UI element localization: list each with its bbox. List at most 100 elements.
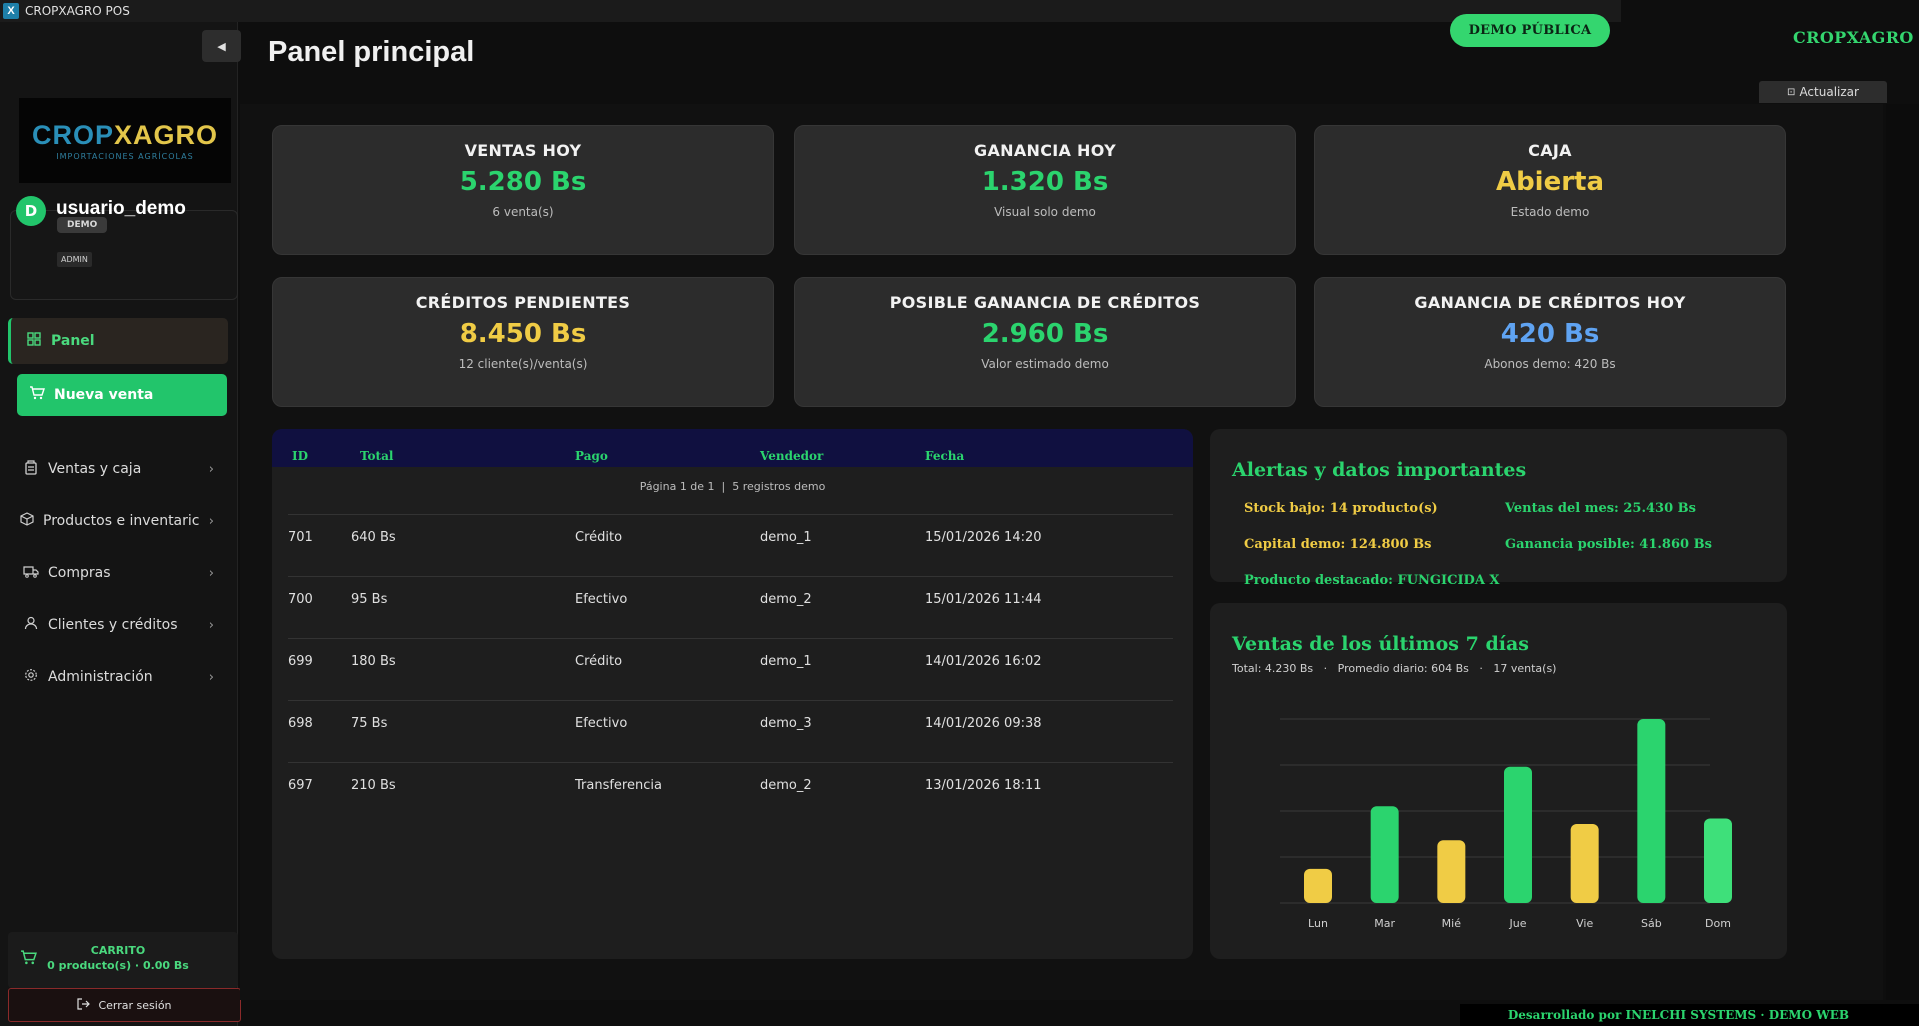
cart-title: CARRITO [90, 944, 146, 957]
cell-date: 13/01/2026 18:11 [925, 778, 1042, 793]
cart-summary[interactable]: CARRITO 0 producto(s) · 0.00 Bs [8, 932, 238, 988]
cell-payment: Crédito [575, 654, 623, 669]
table-header: ID Total Pago Vendedor Fecha [272, 429, 1193, 467]
alert-featured-product: Producto destacado: FUNGICIDA X [1244, 573, 1500, 588]
nav-item-purchases[interactable]: Compras › [8, 550, 228, 596]
kpi-label: GANANCIA HOY [974, 141, 1116, 160]
chart-bar[interactable] [1704, 818, 1732, 903]
cell-total: 210 Bs [351, 778, 396, 793]
chart-bar[interactable] [1304, 868, 1332, 903]
pagination-info: Página 1 de 1 | 5 registros demo [639, 480, 826, 493]
kpi-sub: 12 cliente(s)/venta(s) [458, 357, 588, 371]
cell-payment: Crédito [575, 530, 623, 545]
chart-bar[interactable] [1504, 766, 1532, 903]
cell-total: 95 Bs [351, 592, 388, 607]
scrollbar[interactable] [1886, 104, 1919, 1000]
column-header-total[interactable]: Total [360, 449, 394, 463]
table-row[interactable]: 698 75 Bs Efectivo demo_3 14/01/2026 09:… [288, 700, 1173, 762]
cart-icon [20, 950, 37, 969]
logout-label: Cerrar sesión [98, 998, 172, 1012]
nav-item-panel[interactable]: Panel [8, 318, 228, 364]
cell-payment: Transferencia [575, 778, 662, 793]
alert-capital: Capital demo: 124.800 Bs [1244, 537, 1432, 552]
kpi-label: GANANCIA DE CRÉDITOS HOY [1414, 293, 1686, 312]
kpi-value: 2.960 Bs [981, 319, 1109, 349]
table-row[interactable]: 700 95 Bs Efectivo demo_2 15/01/2026 11:… [288, 576, 1173, 638]
column-header-seller[interactable]: Vendedor [760, 449, 824, 463]
window-title-bar: X CROPXAGRO POS [0, 0, 1621, 22]
chevron-right-icon: › [208, 513, 214, 529]
chart-bar[interactable] [1637, 719, 1666, 903]
role-badge: ADMIN [57, 252, 92, 267]
cell-total: 640 Bs [351, 530, 396, 545]
cell-id: 701 [288, 530, 313, 545]
user-profile: D usuario_demo DEMO ADMIN [10, 196, 238, 300]
table-row[interactable]: 699 180 Bs Crédito demo_1 14/01/2026 16:… [288, 638, 1173, 700]
nav-item-sales-cash[interactable]: Ventas y caja › [8, 446, 228, 492]
chart-summary: Total: 4.230 Bs · Promedio diario: 604 B… [1232, 662, 1557, 675]
logout-button[interactable]: Cerrar sesión [8, 988, 241, 1022]
recent-sales-table: ID Total Pago Vendedor Fecha Página 1 de… [272, 429, 1193, 959]
chart-bar[interactable] [1570, 823, 1599, 903]
nav-label: Productos e inventaric [43, 513, 200, 529]
nav-label: Clientes y créditos [48, 617, 178, 633]
column-header-payment[interactable]: Pago [575, 449, 608, 463]
logout-icon [77, 997, 91, 1013]
cell-total: 180 Bs [351, 654, 396, 669]
user-icon [20, 616, 42, 634]
footer-credit: Desarrollado por INELCHI SYSTEMS · DEMO … [1460, 1004, 1919, 1026]
nav-item-administration[interactable]: Administración › [8, 654, 228, 700]
demo-public-badge: DEMO PÚBLICA [1450, 14, 1610, 47]
cell-id: 699 [288, 654, 313, 669]
kpi-sub: Valor estimado demo [981, 357, 1109, 371]
chart-bar[interactable] [1437, 840, 1466, 903]
refresh-button[interactable]: ⊡ Actualizar [1759, 81, 1887, 103]
chevron-right-icon: › [208, 617, 214, 633]
nav-label: Ventas y caja [48, 461, 142, 477]
cell-seller: demo_1 [760, 530, 812, 545]
collapse-sidebar-button[interactable]: ◀ [202, 30, 241, 62]
window-title: CROPXAGRO POS [25, 4, 130, 18]
kpi-label: CAJA [1528, 141, 1572, 160]
refresh-icon: ⊡ [1787, 86, 1796, 98]
chevron-right-icon: › [208, 669, 214, 685]
gear-icon [20, 668, 42, 686]
kpi-label: VENTAS HOY [464, 141, 582, 160]
chart-bar[interactable] [1370, 806, 1399, 903]
kpi-value: 5.280 Bs [459, 167, 587, 197]
chart-tick-label: Mié [1442, 917, 1462, 930]
table-row[interactable]: 697 210 Bs Transferencia demo_2 13/01/20… [288, 762, 1173, 824]
cart-icon [26, 386, 48, 404]
kpi-sub: Abonos demo: 420 Bs [1484, 357, 1616, 371]
chart-tick-label: Vie [1576, 917, 1593, 930]
kpi-card-sales-today: VENTAS HOY 5.280 Bs 6 venta(s) [272, 125, 774, 255]
column-header-id[interactable]: ID [292, 449, 309, 463]
chevron-right-icon: › [208, 461, 214, 477]
nav-item-products[interactable]: Productos e inventaric › [8, 498, 228, 544]
nav-item-clients-credits[interactable]: Clientes y créditos › [8, 602, 228, 648]
cell-id: 698 [288, 716, 313, 731]
app-x-icon: X [3, 3, 19, 19]
nav-item-new-sale[interactable]: Nueva venta [17, 374, 227, 416]
cell-seller: demo_2 [760, 778, 812, 793]
page-title: Panel principal [268, 36, 475, 68]
kpi-sub: 6 venta(s) [492, 205, 554, 219]
nav-label: Compras [48, 565, 111, 581]
demo-badge: DEMO [57, 217, 108, 233]
alert-possible-profit: Ganancia posible: 41.860 Bs [1505, 537, 1712, 552]
kpi-card-possible-credit-profit: POSIBLE GANANCIA DE CRÉDITOS 2.960 Bs Va… [794, 277, 1296, 407]
box-icon [16, 512, 38, 530]
chart-tick-label: Jue [1509, 917, 1527, 930]
cell-payment: Efectivo [575, 716, 628, 731]
table-row[interactable]: 701 640 Bs Crédito demo_1 15/01/2026 14:… [288, 514, 1173, 576]
chart-title: Ventas de los últimos 7 días [1232, 633, 1529, 655]
kpi-value: 8.450 Bs [459, 319, 587, 349]
cell-payment: Efectivo [575, 592, 628, 607]
kpi-card-pending-credits: CRÉDITOS PENDIENTES 8.450 Bs 12 cliente(… [272, 277, 774, 407]
cell-seller: demo_2 [760, 592, 812, 607]
kpi-card-credit-profit-today: GANANCIA DE CRÉDITOS HOY 420 Bs Abonos d… [1314, 277, 1786, 407]
column-header-date[interactable]: Fecha [925, 449, 965, 463]
kpi-card-cash-register: CAJA Abierta Estado demo [1314, 125, 1786, 255]
kpi-sub: Visual solo demo [994, 205, 1096, 219]
brand-name: CROPXAGRO [1793, 28, 1914, 47]
